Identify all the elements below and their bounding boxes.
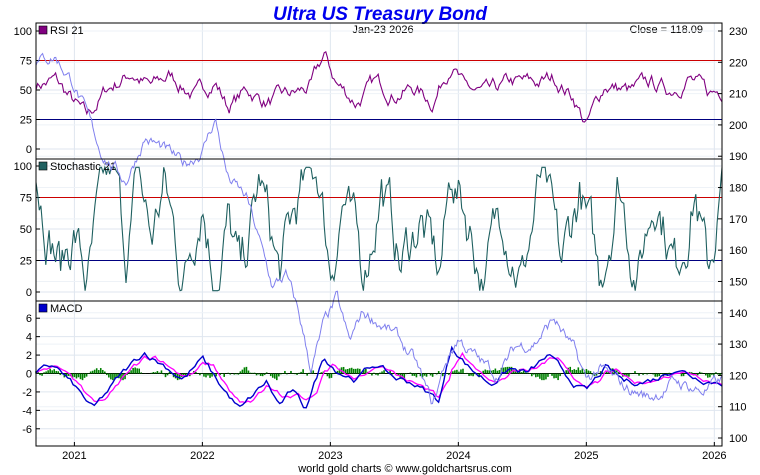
right-tick-label: 120 [729,370,747,382]
legend-label-1: Stochastic 21 [50,161,116,173]
panel-frame-2 [35,300,723,447]
right-tick-label: 200 [729,120,747,132]
left-tick-label-2: -2 [22,387,32,399]
x-tick-label-2021: 2021 [62,450,86,462]
legend-swatch-2 [38,303,48,313]
chart-title: Ultra US Treasury Bond [273,4,487,25]
left-tick-label-2: -4 [22,405,32,417]
right-tick-label: 170 [729,214,747,226]
left-tick-label-0: 0 [26,144,32,156]
right-tick-label: 130 [729,339,747,351]
right-tick-label: 150 [729,276,747,288]
left-tick-label-0: 75 [20,56,32,68]
left-tick-label-2: 2 [26,350,32,362]
right-tick-label: 230 [729,26,747,38]
footer-credit: world gold charts © www.goldchartsrus.co… [297,463,512,475]
right-tick-label: 180 [729,183,747,195]
legend-swatch-1 [38,161,48,171]
left-tick-label-1: 100 [14,161,32,173]
x-tick-label-2026: 2026 [702,450,726,462]
right-tick-label: 140 [729,308,747,320]
right-tick-label: 190 [729,151,747,163]
price-line [35,52,723,405]
left-tick-label-2: 6 [26,313,32,325]
x-tick-label-2024: 2024 [446,450,470,462]
left-tick-label-2: -6 [22,424,32,436]
right-tick-label: 110 [729,402,747,414]
left-tick-label-1: 25 [20,256,32,268]
legend-swatch-0 [38,25,48,35]
right-tick-label: 210 [729,89,747,101]
left-tick-label-0: 25 [20,115,32,127]
right-tick-label: 220 [729,57,747,69]
date-label: Jan-23 2026 [352,24,413,36]
right-tick-label: 160 [729,245,747,257]
legend-label-2: MACD [50,303,82,315]
left-tick-label-0: 100 [14,26,32,38]
left-tick-label-0: 50 [20,85,32,97]
left-tick-label-1: 50 [20,224,32,236]
left-tick-label-1: 0 [26,287,32,299]
left-tick-label-2: 0 [26,369,32,381]
right-tick-label: 100 [729,433,747,445]
grid-lines [36,23,722,446]
rsi-line [35,50,723,123]
panel-frame-0 [35,22,723,160]
macd-line [35,345,723,409]
left-tick-label-1: 75 [20,193,32,205]
panel-frame-1 [35,158,723,302]
stochastic-line [35,165,723,292]
x-tick-label-2022: 2022 [190,450,214,462]
left-tick-label-2: 4 [26,332,32,344]
x-tick-label-2023: 2023 [318,450,342,462]
macd-signal-line [35,351,723,404]
x-tick-label-2025: 2025 [574,450,598,462]
legend-label-0: RSI 21 [50,25,84,37]
close-label: Close = 118.09 [630,24,704,36]
